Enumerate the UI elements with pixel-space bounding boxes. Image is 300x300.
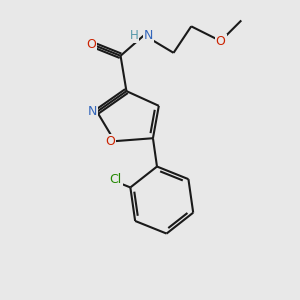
Text: Cl: Cl [110, 173, 122, 186]
Text: N: N [88, 105, 97, 118]
Text: H: H [129, 29, 138, 42]
Text: O: O [86, 38, 96, 50]
Text: N: N [144, 29, 153, 42]
Text: O: O [216, 34, 226, 48]
Text: O: O [105, 135, 115, 148]
